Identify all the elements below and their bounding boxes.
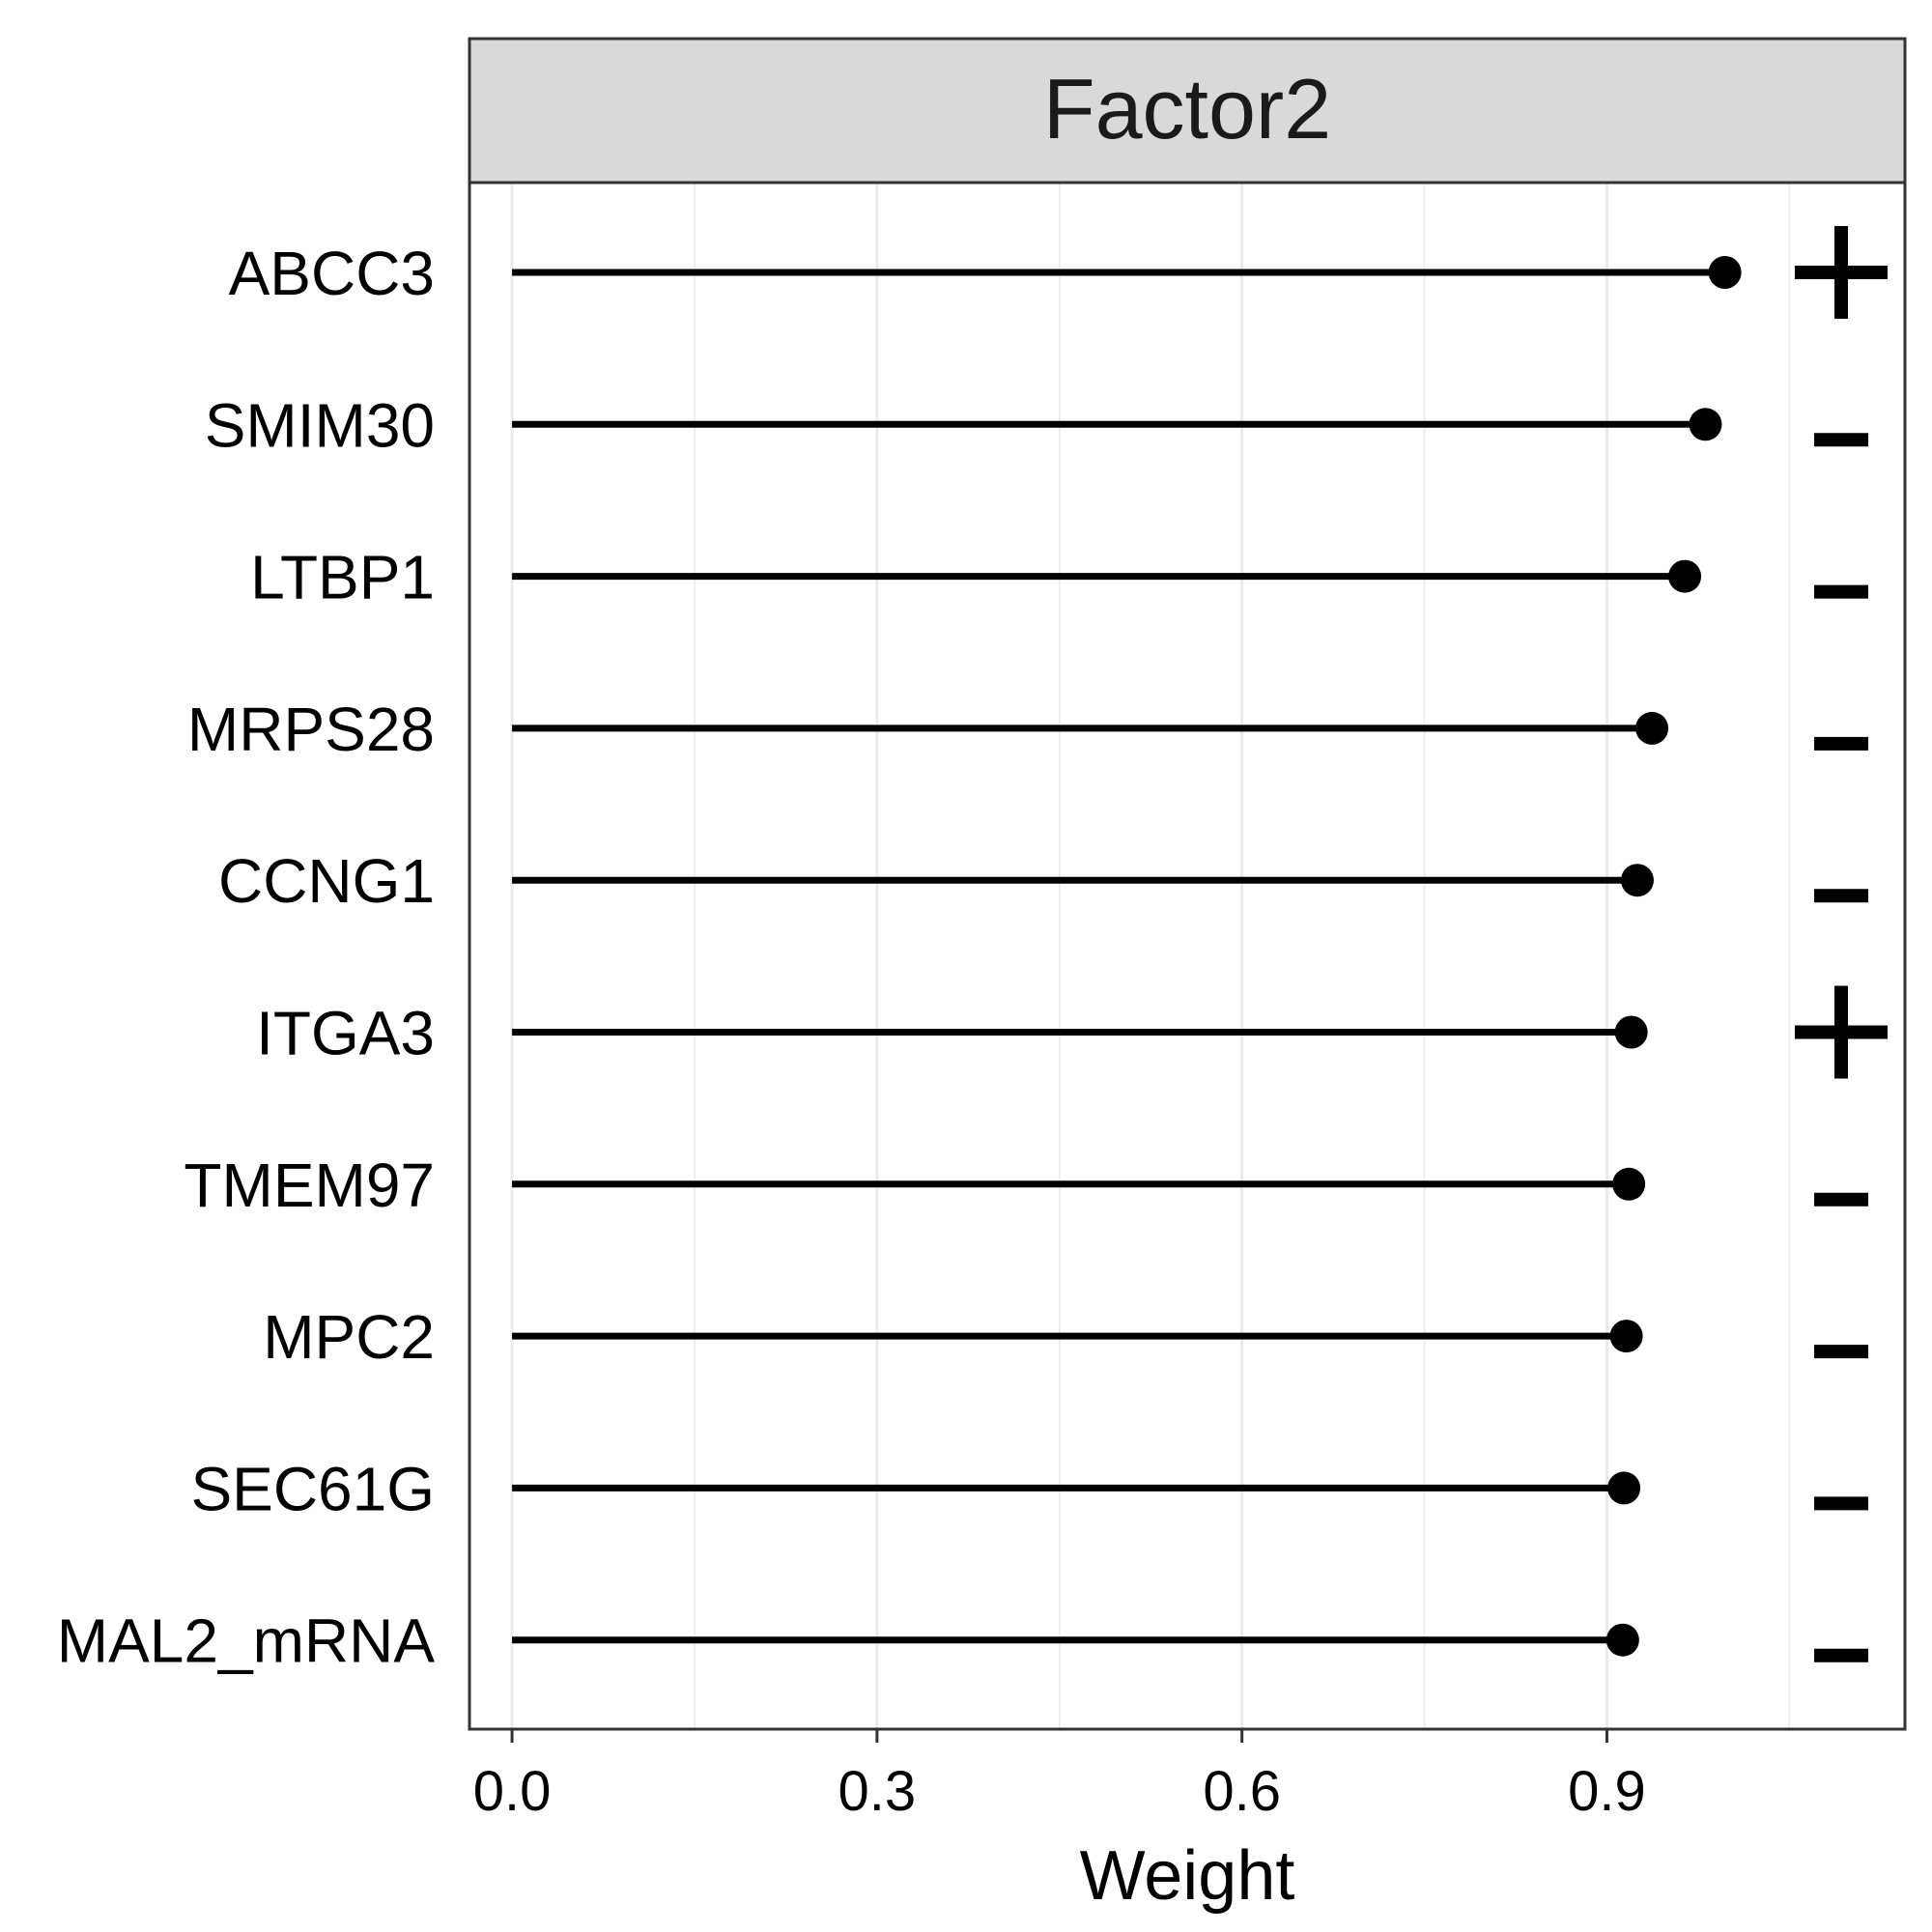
- x-tick-label: 0.6: [1203, 1760, 1281, 1823]
- y-tick-label: LTBP1: [250, 543, 435, 612]
- lollipop-point: [1609, 1320, 1643, 1353]
- plot-marks: [512, 256, 1742, 1657]
- lollipop-point: [1612, 1167, 1646, 1201]
- y-tick-label: SMIM30: [205, 390, 435, 460]
- y-tick-label: MAL2_mRNA: [57, 1606, 436, 1676]
- x-axis-title: Weight: [1080, 1837, 1295, 1915]
- x-tick-label: 0.0: [473, 1760, 552, 1823]
- lollipop-point: [1607, 1471, 1641, 1505]
- y-tick-label: CCNG1: [218, 846, 435, 916]
- y-tick-label: ABCC3: [229, 239, 435, 308]
- lollipop-point: [1668, 559, 1702, 593]
- facet-strip-title: Factor2: [1043, 61, 1331, 156]
- sign-indicators: [1795, 226, 1888, 1662]
- y-tick-label: SEC61G: [190, 1454, 435, 1523]
- lollipop-point: [1635, 711, 1669, 745]
- lollipop-point: [1614, 1015, 1648, 1049]
- y-tick-label: MPC2: [263, 1302, 435, 1372]
- lollipop-point: [1605, 1623, 1639, 1657]
- y-tick-label: ITGA3: [256, 999, 435, 1068]
- x-axis: 0.0 0.3 0.6 0.9: [473, 1729, 1646, 1823]
- facet-strip-background: [468, 37, 1907, 185]
- lollipop-point: [1689, 408, 1722, 441]
- x-tick-label: 0.3: [838, 1760, 917, 1823]
- lollipop-point: [1708, 256, 1742, 289]
- grid-lines: [510, 183, 1791, 1729]
- y-tick-label: TMEM97: [184, 1151, 435, 1220]
- panel-border: [468, 181, 1907, 1731]
- facet-strip: Factor2: [468, 37, 1907, 185]
- y-axis-labels: ABCC3 SMIM30 LTBP1 MRPS28 CCNG1 ITGA3 TMEM97 MP…: [57, 239, 436, 1676]
- lollipop-point: [1620, 864, 1654, 897]
- y-tick-label: MRPS28: [187, 695, 435, 764]
- x-tick-label: 0.9: [1568, 1760, 1646, 1823]
